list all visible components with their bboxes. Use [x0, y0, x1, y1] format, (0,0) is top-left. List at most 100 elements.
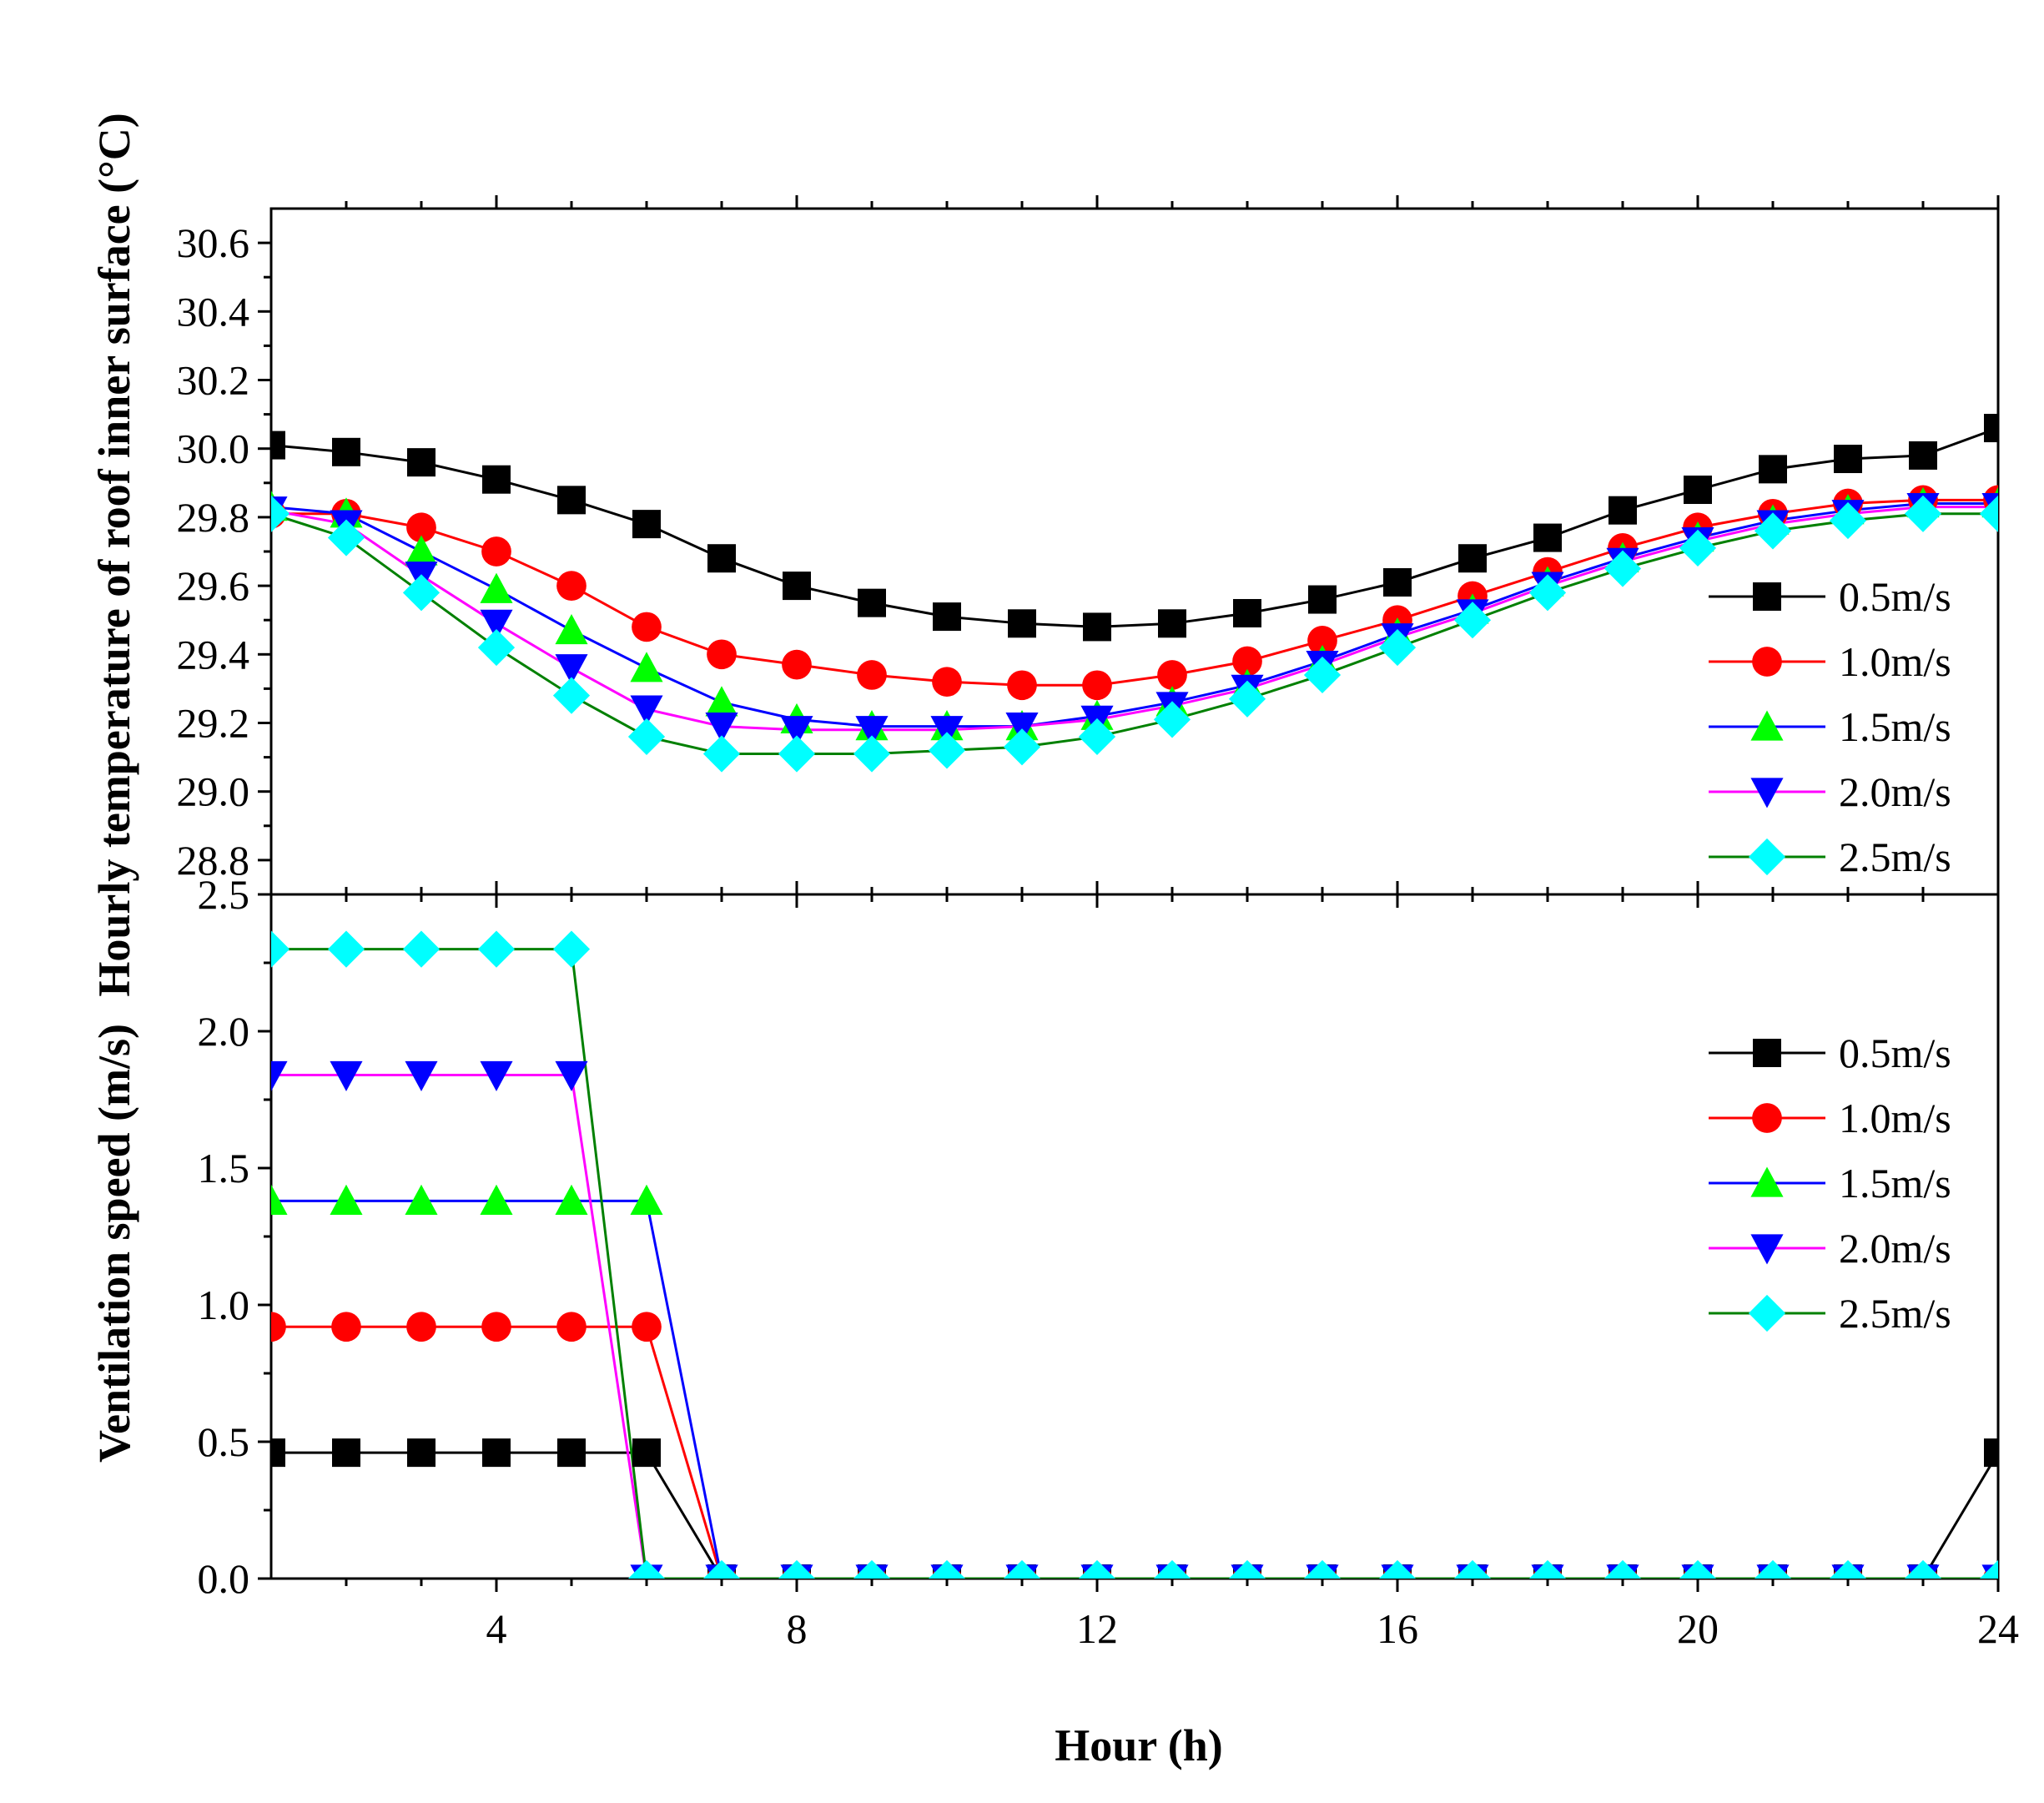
vent-data-point-0.5m/s	[632, 1438, 661, 1468]
vent-data-point-1.0m/s	[406, 1312, 436, 1342]
temp-data-point-0.5m/s	[1984, 414, 1998, 443]
vent-data-point-2.5m/s	[1904, 1559, 1942, 1579]
temp-data-point-1.5m/s	[555, 613, 588, 645]
vent-data-point-2.5m/s	[928, 1559, 966, 1579]
temp-data-point-1.5m/s	[705, 686, 738, 717]
temp-data-point-0.5m/s	[1083, 612, 1111, 642]
temp-data-point-1.0m/s	[782, 649, 812, 680]
temp-y-tick-label: 29.2	[177, 700, 250, 747]
vent-data-point-2.5m/s	[778, 1559, 816, 1579]
vent-legend: 0.5m/s 1.0m/s 1.5m/s 2.0m/s 2.5m/s	[1709, 1030, 1951, 1337]
temp-data-point-1.5m/s	[405, 535, 438, 566]
temp-data-point-1.5m/s	[480, 572, 513, 603]
temp-legend-label: 2.5m/s	[1839, 834, 1951, 880]
temp-data-point-1.5m/s	[630, 652, 663, 682]
vent-series-line-2.0m/s	[271, 1073, 1998, 1579]
vent-data-point-1.5m/s	[271, 1184, 288, 1215]
temp-data-point-2.5m/s	[1829, 501, 1867, 540]
temp-data-point-2.5m/s	[778, 735, 816, 773]
vent-y-tick-label: 2.0	[198, 1008, 250, 1055]
temp-y-tick-label: 30.2	[177, 357, 250, 404]
temp-data-point-2.5m/s	[1603, 550, 1642, 587]
temperature-panel: 28.8 29.0 29.2 29.4 29.6 29.8 30.0 30.2 30.4 30.6…	[177, 195, 2000, 908]
y-axis-title-ventilation: Ventilation speed (m/s)	[89, 1024, 139, 1463]
temp-y-tick-label: 30.4	[177, 288, 250, 335]
temp-data-point-0.5m/s	[1834, 445, 1862, 474]
vent-data-point-2.5m/s	[1228, 1559, 1266, 1579]
vent-data-point-1.5m/s	[630, 1184, 663, 1215]
temp-legend-marker	[1750, 778, 1784, 808]
temp-legend: 0.5m/s 1.0m/s 1.5m/s 2.0m/s 2.5m/s	[1709, 573, 1951, 880]
vent-data-point-2.5m/s	[327, 930, 365, 968]
temp-y-tick-label: 30.6	[177, 219, 250, 266]
vent-legend-label: 1.5m/s	[1839, 1160, 1951, 1206]
temp-data-point-2.0m/s	[930, 716, 964, 747]
temp-legend-label: 2.0m/s	[1839, 768, 1951, 815]
temp-y-tick-label: 29.0	[177, 768, 250, 815]
vent-data-point-0.5m/s	[407, 1438, 435, 1468]
vent-data-point-2.5m/s	[271, 930, 290, 968]
vent-data-point-2.0m/s	[555, 1060, 588, 1092]
temp-y-tick-label: 29.6	[177, 562, 250, 609]
temp-data-point-2.5m/s	[1528, 574, 1567, 612]
temp-data-point-2.0m/s	[480, 609, 513, 640]
temp-data-point-1.0m/s	[1082, 670, 1112, 701]
temp-data-point-2.5m/s	[1679, 529, 1717, 567]
vent-data-point-2.5m/s	[702, 1559, 741, 1579]
temp-data-point-0.5m/s	[783, 572, 811, 601]
x-tick-label: 12	[1076, 1605, 1118, 1652]
vent-series-line-1.5m/s	[271, 1199, 1998, 1579]
vent-y-tick-label: 1.5	[198, 1145, 250, 1191]
vent-data-point-0.5m/s	[482, 1438, 511, 1468]
vent-plot-frame	[269, 893, 2000, 1580]
vent-data-point-2.5m/s	[1528, 1559, 1567, 1579]
temp-data-point-1.0m/s	[1232, 646, 1262, 677]
temp-data-point-1.0m/s	[1157, 660, 1187, 690]
vent-data-point-0.5m/s	[1984, 1438, 1998, 1468]
temp-legend-marker	[1748, 838, 1786, 876]
temp-data-point-2.5m/s	[1453, 602, 1492, 639]
temp-data-point-1.0m/s	[406, 512, 436, 543]
vent-data-point-0.5m/s	[332, 1438, 360, 1468]
temp-data-point-2.0m/s	[1005, 712, 1039, 743]
temp-data-point-2.5m/s	[702, 735, 741, 773]
vent-data-point-1.5m/s	[330, 1184, 363, 1215]
vent-legend-label: 0.5m/s	[1839, 1030, 1951, 1076]
temp-data-point-2.5m/s	[271, 495, 290, 532]
temp-data-point-2.5m/s	[1153, 701, 1191, 738]
vent-data-point-2.5m/s	[627, 1559, 666, 1579]
temp-data-point-0.5m/s	[482, 465, 511, 494]
temp-legend-marker	[1750, 710, 1784, 741]
vent-series-line-0.5m/s	[271, 1451, 1998, 1579]
temp-data-point-0.5m/s	[1008, 609, 1036, 638]
temp-data-point-2.5m/s	[1979, 495, 1998, 532]
temp-series-line-2.5m/s	[271, 512, 1998, 755]
vent-data-point-2.0m/s	[330, 1060, 363, 1092]
x-tick-label: 24	[1977, 1605, 2019, 1652]
vent-legend-label: 2.5m/s	[1839, 1290, 1951, 1337]
vent-data-point-2.5m/s	[1754, 1559, 1792, 1579]
temp-data-point-2.5m/s	[928, 732, 966, 769]
temp-data-point-2.0m/s	[555, 654, 588, 685]
vent-data-point-2.5m/s	[853, 1559, 891, 1579]
temp-data-point-0.5m/s	[407, 448, 435, 477]
vent-legend-marker	[1752, 1103, 1782, 1133]
temp-data-point-2.0m/s	[780, 716, 813, 747]
vent-data-point-1.0m/s	[331, 1312, 361, 1342]
temp-series-line-2.0m/s	[271, 506, 1998, 732]
temp-legend-label: 1.0m/s	[1839, 638, 1951, 685]
vent-y-tick-label: 0.0	[198, 1555, 250, 1602]
vent-data-point-1.0m/s	[556, 1312, 587, 1342]
temp-data-point-0.5m/s	[1684, 476, 1712, 505]
temp-data-point-2.0m/s	[855, 716, 889, 747]
vent-data-point-2.5m/s	[552, 930, 591, 968]
temp-data-point-0.5m/s	[707, 544, 736, 573]
temp-data-point-2.0m/s	[705, 712, 738, 743]
temp-data-point-0.5m/s	[1458, 544, 1487, 573]
temp-data-point-1.0m/s	[932, 667, 962, 698]
temp-data-point-0.5m/s	[557, 486, 586, 515]
vent-data-point-1.0m/s	[481, 1312, 511, 1342]
temp-y-tick-label: 30.0	[177, 426, 250, 472]
temp-data-point-0.5m/s	[1233, 598, 1261, 627]
vent-data-point-0.5m/s	[271, 1438, 285, 1468]
